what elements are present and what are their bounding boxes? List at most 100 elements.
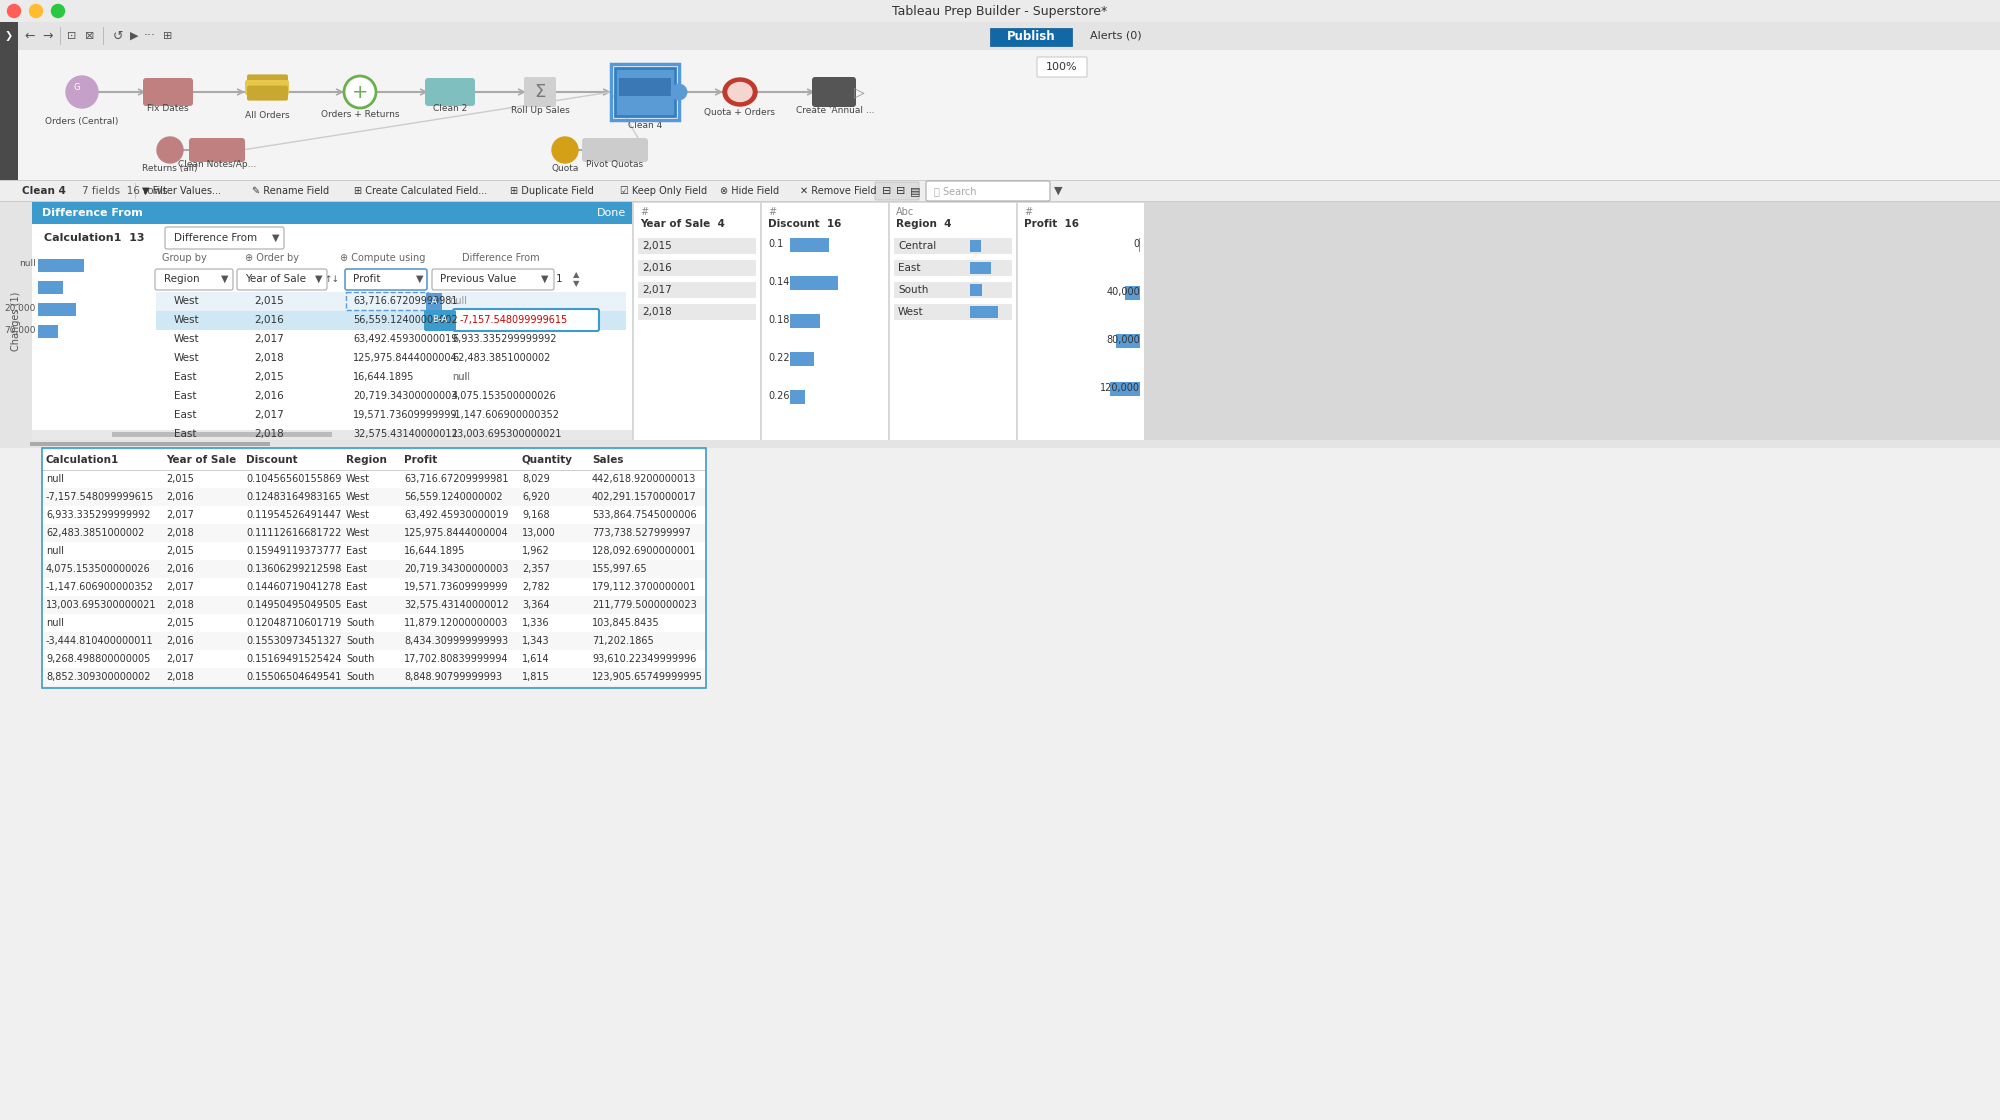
Text: 155,997.65: 155,997.65 <box>592 564 648 573</box>
Bar <box>790 352 814 366</box>
Bar <box>762 202 888 440</box>
Text: Pivot Quotas: Pivot Quotas <box>586 160 644 169</box>
FancyBboxPatch shape <box>452 309 600 332</box>
Text: Clean Notes/Ap...: Clean Notes/Ap... <box>178 160 256 169</box>
Circle shape <box>30 4 42 18</box>
Text: 1,343: 1,343 <box>522 636 550 646</box>
Text: Done: Done <box>598 208 626 218</box>
Bar <box>638 282 756 298</box>
Bar <box>42 450 706 470</box>
Bar <box>42 578 706 596</box>
Bar <box>38 259 84 272</box>
Text: ▼: ▼ <box>572 280 580 289</box>
Text: 13,003.695300000021: 13,003.695300000021 <box>46 600 156 610</box>
Text: 0.18: 0.18 <box>768 315 790 325</box>
Text: 56,559.1240000002: 56,559.1240000002 <box>404 492 502 502</box>
Bar <box>42 470 706 488</box>
Text: 11,879.12000000003: 11,879.12000000003 <box>404 618 508 628</box>
Text: 70,000: 70,000 <box>4 326 36 335</box>
Text: B-A: B-A <box>432 316 448 325</box>
Text: West: West <box>346 492 370 502</box>
Text: 0.11954526491447: 0.11954526491447 <box>246 510 342 520</box>
Text: 19,571.73609999999: 19,571.73609999999 <box>404 582 508 592</box>
Ellipse shape <box>724 78 756 106</box>
Text: 1,336: 1,336 <box>522 618 550 628</box>
Bar <box>32 202 632 224</box>
Text: West: West <box>346 474 370 484</box>
Text: Create 'Annual ...: Create 'Annual ... <box>796 106 874 115</box>
Bar <box>112 432 332 437</box>
Text: ←: ← <box>24 29 36 43</box>
Text: East: East <box>174 391 196 401</box>
Text: 3,364: 3,364 <box>522 600 550 610</box>
Text: Region: Region <box>164 274 200 284</box>
Text: #: # <box>1024 207 1032 217</box>
Text: 2,016: 2,016 <box>166 492 194 502</box>
Text: East: East <box>346 600 368 610</box>
Text: 80,000: 80,000 <box>1106 335 1140 345</box>
Text: Clean 4: Clean 4 <box>628 121 662 130</box>
Text: All Orders: All Orders <box>244 111 290 120</box>
Text: 128,092.6900000001: 128,092.6900000001 <box>592 547 696 556</box>
FancyBboxPatch shape <box>156 269 232 290</box>
Bar <box>1124 286 1140 300</box>
Circle shape <box>8 4 20 18</box>
Text: null: null <box>20 260 36 269</box>
Bar <box>612 64 680 120</box>
Text: Calculation1: Calculation1 <box>46 455 120 465</box>
Text: Alerts (0): Alerts (0) <box>1090 31 1142 41</box>
Text: 2,018: 2,018 <box>254 353 284 363</box>
Text: Orders + Returns: Orders + Returns <box>320 110 400 119</box>
FancyBboxPatch shape <box>1036 57 1088 77</box>
Bar <box>638 239 756 254</box>
Bar <box>890 202 1016 440</box>
Text: -7,157.548099999615: -7,157.548099999615 <box>460 315 568 325</box>
Text: 16,644.1895: 16,644.1895 <box>404 547 466 556</box>
Bar <box>42 524 706 542</box>
Text: 9,268.498800000005: 9,268.498800000005 <box>46 654 150 664</box>
Text: ✕ Remove Field: ✕ Remove Field <box>800 186 876 196</box>
Text: 0: 0 <box>1134 239 1140 249</box>
Text: 62,483.3851000002: 62,483.3851000002 <box>46 528 144 538</box>
FancyBboxPatch shape <box>244 80 288 95</box>
Bar <box>38 325 58 338</box>
Text: Profit: Profit <box>352 274 380 284</box>
Bar <box>0 202 32 440</box>
Text: 125,975.8444000004: 125,975.8444000004 <box>404 528 508 538</box>
Bar <box>42 596 706 614</box>
Text: 🔍 Search: 🔍 Search <box>934 186 976 196</box>
FancyBboxPatch shape <box>248 74 288 90</box>
Text: #: # <box>768 207 776 217</box>
Text: 211,779.5000000023: 211,779.5000000023 <box>592 600 696 610</box>
Text: Year of Sale: Year of Sale <box>166 455 236 465</box>
Text: Sales: Sales <box>592 455 624 465</box>
Text: 2,015: 2,015 <box>166 474 194 484</box>
Bar <box>894 260 1012 276</box>
Text: East: East <box>346 582 368 592</box>
Text: 63,716.67209999981: 63,716.67209999981 <box>352 296 458 306</box>
Text: null: null <box>46 618 64 628</box>
Text: 0.14950495049505: 0.14950495049505 <box>246 600 342 610</box>
Text: East: East <box>898 263 920 273</box>
FancyBboxPatch shape <box>432 269 554 290</box>
Text: 0.14: 0.14 <box>768 277 790 287</box>
Bar <box>38 304 76 316</box>
Circle shape <box>552 137 578 164</box>
Bar <box>346 292 428 310</box>
Text: 2,018: 2,018 <box>166 528 194 538</box>
Bar <box>0 180 2000 202</box>
Text: 9,168: 9,168 <box>522 510 550 520</box>
Text: 2,016: 2,016 <box>254 391 284 401</box>
Text: Profit  16: Profit 16 <box>1024 220 1080 228</box>
Text: 0.12483164983165: 0.12483164983165 <box>246 492 342 502</box>
Text: Calculation1  13: Calculation1 13 <box>44 233 144 243</box>
Text: ▼: ▼ <box>1054 186 1062 196</box>
Text: 0.15506504649541: 0.15506504649541 <box>246 672 342 682</box>
Text: 0.22: 0.22 <box>768 353 790 363</box>
Bar <box>1018 202 1144 440</box>
FancyBboxPatch shape <box>812 77 856 108</box>
Bar <box>1116 334 1140 348</box>
Text: Discount  16: Discount 16 <box>768 220 842 228</box>
Text: 0.26: 0.26 <box>768 391 790 401</box>
Text: 2,016: 2,016 <box>166 564 194 573</box>
